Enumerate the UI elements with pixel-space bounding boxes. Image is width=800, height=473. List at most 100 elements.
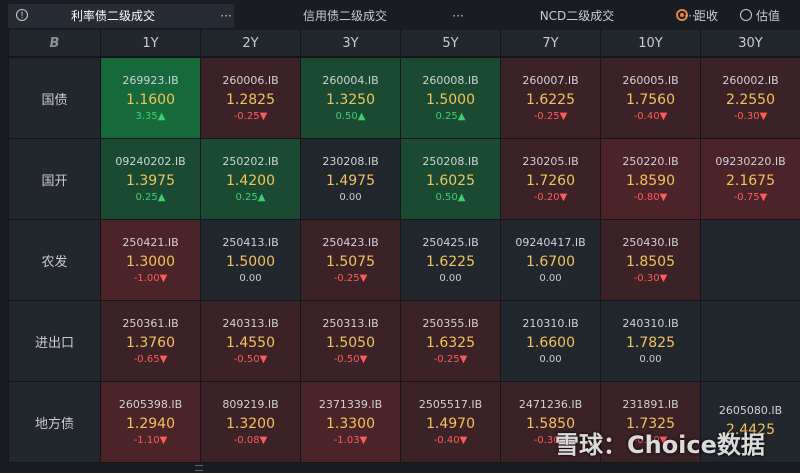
quote-cell[interactable]: 240310.IB 1.7825 0.00 — [601, 301, 700, 381]
yield: 1.3000 — [126, 254, 175, 270]
yield: 1.3300 — [326, 416, 375, 432]
info-icon[interactable]: ! — [16, 9, 28, 21]
change: -0.65▼ — [133, 354, 168, 365]
change: 0.25▲ — [435, 111, 466, 122]
tab[interactable]: 信用债二级成交 — [302, 9, 387, 23]
change: -0.50▼ — [333, 354, 368, 365]
option-label[interactable]: 估值 — [756, 9, 781, 23]
bond-code: 230205.IB — [522, 155, 579, 168]
column-header[interactable]: 2Y — [201, 30, 300, 56]
radio-selected[interactable] — [676, 9, 688, 21]
quote-cell[interactable]: 260007.IB 1.6225 -0.25▼ — [501, 58, 600, 138]
change: -0.40▼ — [633, 111, 668, 122]
change: -0.60▼ — [633, 435, 668, 446]
change: -0.50▼ — [233, 354, 268, 365]
column-header[interactable]: 3Y — [301, 30, 400, 56]
quote-cell[interactable]: 2471236.IB 1.5850 -0.30▼ — [501, 382, 600, 462]
bond-code: 2505517.IB — [418, 398, 483, 411]
change: -0.30▼ — [633, 273, 668, 284]
column-header[interactable]: 1Y — [101, 30, 200, 56]
row-label[interactable]: 农发 — [9, 220, 100, 300]
change: 0.25▲ — [235, 192, 266, 203]
quote-cell[interactable]: 260002.IB 2.2550 -0.30▼ — [701, 58, 800, 138]
bond-code: 2605398.IB — [118, 398, 183, 411]
bond-code: 230208.IB — [322, 155, 379, 168]
quote-cell[interactable]: 240313.IB 1.4550 -0.50▼ — [201, 301, 300, 381]
bond-code: 240310.IB — [622, 317, 679, 330]
yield: 1.7260 — [526, 173, 575, 189]
quote-cell[interactable]: 250361.IB 1.3760 -0.65▼ — [101, 301, 200, 381]
bond-code: 09240202.IB — [115, 155, 186, 168]
quote-cell[interactable]: 260005.IB 1.7560 -0.40▼ — [601, 58, 700, 138]
change: -0.40▼ — [433, 435, 468, 446]
resize-handle[interactable] — [195, 465, 203, 471]
column-header[interactable]: 5Y — [401, 30, 500, 56]
quote-cell[interactable]: 250413.IB 1.5000 0.00 — [201, 220, 300, 300]
yield: 1.4200 — [226, 173, 275, 189]
change: -0.30▼ — [733, 111, 768, 122]
row-label[interactable]: 国开 — [9, 139, 100, 219]
quote-cell[interactable]: 260006.IB 1.2825 -0.25▼ — [201, 58, 300, 138]
change: -0.25▼ — [433, 354, 468, 365]
quote-cell[interactable]: 260004.IB 1.3250 0.50▲ — [301, 58, 400, 138]
quote-cell[interactable]: 250425.IB 1.6225 0.00 — [401, 220, 500, 300]
quote-cell[interactable]: 230205.IB 1.7260 -0.20▼ — [501, 139, 600, 219]
tab-more[interactable]: ··· — [220, 9, 232, 23]
change: 0.00 — [439, 273, 462, 284]
change: 0.00 — [539, 273, 562, 284]
row-label[interactable]: 国债 — [9, 58, 100, 138]
yield: 2.2550 — [726, 92, 775, 108]
bond-code: 250421.IB — [122, 236, 179, 249]
quote-cell[interactable]: 09240202.IB 1.3975 0.25▲ — [101, 139, 200, 219]
change: -0.25▼ — [333, 273, 368, 284]
quote-cell[interactable]: 269923.IB 1.1600 3.35▲ — [101, 58, 200, 138]
yield: 1.2825 — [226, 92, 275, 108]
quote-cell[interactable]: 250313.IB 1.5050 -0.50▼ — [301, 301, 400, 381]
radio[interactable] — [740, 9, 752, 21]
row-label[interactable]: 进出口 — [9, 301, 100, 381]
quote-cell[interactable]: 250220.IB 1.8590 -0.80▼ — [601, 139, 700, 219]
quote-cell[interactable]: 2605080.IB 2.4425 — [701, 382, 800, 462]
quote-cell[interactable]: 2371339.IB 1.3300 -1.03▼ — [301, 382, 400, 462]
quote-cell[interactable]: 250202.IB 1.4200 0.25▲ — [201, 139, 300, 219]
quote-cell[interactable]: 250208.IB 1.6025 0.50▲ — [401, 139, 500, 219]
yield: 1.4975 — [326, 173, 375, 189]
yield: 1.6700 — [526, 254, 575, 270]
watermark: 雪球：Choice数据 — [555, 431, 765, 459]
change: 0.00 — [239, 273, 262, 284]
quote-cell[interactable]: 260008.IB 1.5000 0.25▲ — [401, 58, 500, 138]
quote-cell[interactable]: 230208.IB 1.4975 0.00 — [301, 139, 400, 219]
quote-cell[interactable]: 09230220.IB 2.1675 -0.75▼ — [701, 139, 800, 219]
tab[interactable]: NCD二级成交 — [539, 9, 615, 23]
quote-cell[interactable]: 250430.IB 1.8505 -0.30▼ — [601, 220, 700, 300]
change: -0.75▼ — [733, 192, 768, 203]
quote-cell[interactable]: 250421.IB 1.3000 -1.00▼ — [101, 220, 200, 300]
option-label[interactable]: 距收 — [694, 9, 719, 23]
quote-cell[interactable]: 231891.IB 1.7325 -0.60▼ — [601, 382, 700, 462]
yield: 1.3200 — [226, 416, 275, 432]
tab[interactable]: 利率债二级成交 — [70, 9, 155, 23]
corner-logo: B — [9, 30, 100, 56]
bond-code: 250423.IB — [322, 236, 379, 249]
bond-code: 260006.IB — [222, 74, 279, 87]
quote-cell[interactable]: 250423.IB 1.5075 -0.25▼ — [301, 220, 400, 300]
change: 0.00 — [539, 354, 562, 365]
column-header[interactable]: 7Y — [501, 30, 600, 56]
row-label[interactable]: 地方债 — [9, 382, 100, 462]
bottom-bar — [0, 463, 800, 473]
change: 0.00 — [339, 192, 362, 203]
quote-cell[interactable]: 809219.IB 1.3200 -0.08▼ — [201, 382, 300, 462]
column-header[interactable]: 10Y — [601, 30, 700, 56]
quote-cell[interactable]: 2605398.IB 1.2940 -1.10▼ — [101, 382, 200, 462]
quote-cell[interactable]: 250355.IB 1.6325 -0.25▼ — [401, 301, 500, 381]
yield: 1.8590 — [626, 173, 675, 189]
quote-cell[interactable]: 09240417.IB 1.6700 0.00 — [501, 220, 600, 300]
yield: 1.5000 — [426, 92, 475, 108]
tab-more[interactable]: ··· — [452, 9, 464, 23]
tab-more[interactable]: ··· — [684, 9, 696, 23]
column-header[interactable]: 30Y — [701, 30, 800, 56]
bond-code: 250355.IB — [422, 317, 479, 330]
quote-cell[interactable]: 210310.IB 1.6600 0.00 — [501, 301, 600, 381]
yield: 1.4970 — [426, 416, 475, 432]
quote-cell[interactable]: 2505517.IB 1.4970 -0.40▼ — [401, 382, 500, 462]
